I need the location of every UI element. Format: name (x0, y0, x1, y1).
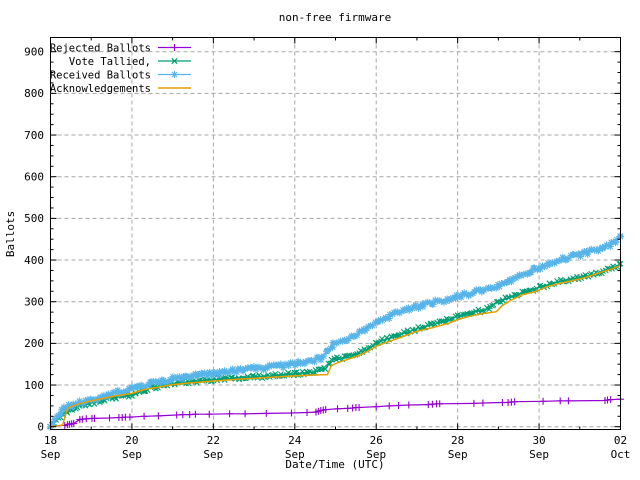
x-tick-label-day: 24 (288, 434, 302, 447)
y-tick-label-800: 800 (24, 87, 44, 100)
legend-label-vote-tallied: Vote Tallied, (69, 56, 151, 68)
legend-label-received-ballots: Received Ballots (50, 69, 151, 81)
y-tick-label-400: 400 (24, 254, 44, 267)
x-tick-label-day: 26 (370, 434, 383, 447)
grid-layer (50, 37, 621, 430)
x-tick-label-month: Sep (203, 448, 223, 461)
legend-label-acknowledgements: Acknowledgements (50, 83, 151, 95)
plot-border (50, 37, 621, 430)
x-tick-label-day: 02 (614, 434, 627, 447)
chart-title: non-free firmware (279, 11, 392, 24)
x-tick-label-day: 20 (125, 434, 138, 447)
x-axis-label: Date/Time (UTC) (285, 458, 384, 471)
x-tick-label-day: 28 (451, 434, 464, 447)
x-tick-label-day: 30 (532, 434, 545, 447)
y-tick-label-300: 300 (24, 296, 44, 309)
axis-layer: 18Sep20Sep22Sep24Sep26Sep28Sep30Sep02Oct… (24, 37, 631, 461)
series-layer (46, 232, 624, 431)
y-tick-label-100: 100 (24, 379, 44, 392)
series-line-acknowledgements (50, 264, 621, 428)
legend-sample-marker-vote-tallied (171, 57, 178, 65)
x-tick-label-day: 18 (44, 434, 57, 447)
y-tick-label-200: 200 (24, 337, 44, 350)
legend-layer: Rejected Ballots Vote Tallied,Received Ba… (50, 42, 191, 95)
x-tick-label-month: Sep (529, 448, 549, 461)
x-tick-label-month: Sep (122, 448, 142, 461)
series-line-rejected-ballots (64, 398, 621, 427)
x-tick-label-day: 22 (207, 434, 220, 447)
x-tick-label-month: Sep (285, 448, 305, 461)
legend-sample-marker-rejected-ballots (171, 44, 178, 51)
legend-sample-marker-received-ballots (171, 71, 178, 78)
y-tick-label-500: 500 (24, 212, 44, 225)
y-tick-label-700: 700 (24, 129, 44, 142)
y-tick-label-0: 0 (37, 421, 44, 434)
x-tick-label-month: Oct (611, 448, 631, 461)
x-tick-label-month: Sep (448, 448, 468, 461)
y-axis-label: Ballots (4, 211, 17, 257)
y-tick-label-900: 900 (24, 46, 44, 59)
series-markers-rejected-ballots (61, 395, 624, 429)
y-tick-label-600: 600 (24, 171, 44, 184)
x-tick-label-month: Sep (366, 448, 386, 461)
x-tick-label-month: Sep (41, 448, 61, 461)
legend-label-rejected-ballots: Rejected Ballots (50, 42, 151, 54)
